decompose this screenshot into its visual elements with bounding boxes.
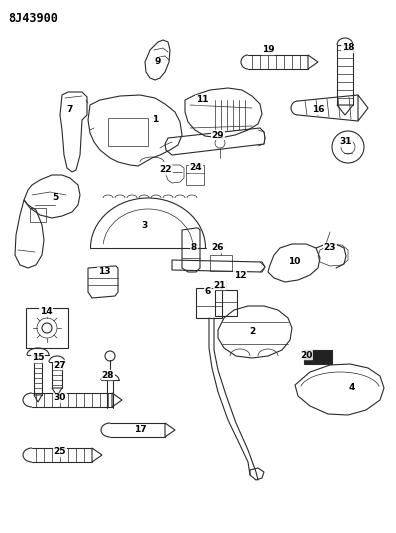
Text: 24: 24 bbox=[190, 164, 202, 173]
Text: 4: 4 bbox=[349, 384, 355, 392]
Text: 6: 6 bbox=[205, 287, 211, 296]
Text: 22: 22 bbox=[160, 166, 172, 174]
Text: 26: 26 bbox=[212, 244, 224, 253]
Text: 8J43900: 8J43900 bbox=[8, 12, 58, 25]
Text: 30: 30 bbox=[54, 393, 66, 402]
Text: 18: 18 bbox=[342, 44, 354, 52]
Text: 11: 11 bbox=[196, 95, 208, 104]
Text: 8: 8 bbox=[191, 244, 197, 253]
Text: 21: 21 bbox=[214, 280, 226, 289]
Text: 29: 29 bbox=[212, 131, 224, 140]
Text: 7: 7 bbox=[67, 106, 73, 115]
Bar bbox=[196, 288, 222, 318]
Bar bbox=[26, 308, 68, 348]
Text: 10: 10 bbox=[288, 257, 300, 266]
Bar bbox=[304, 350, 332, 364]
Text: 13: 13 bbox=[98, 268, 110, 277]
Text: 5: 5 bbox=[52, 193, 58, 203]
Text: 1: 1 bbox=[152, 116, 158, 125]
Text: 16: 16 bbox=[312, 106, 324, 115]
Bar bbox=[30, 208, 46, 222]
Bar bbox=[108, 118, 148, 146]
Text: 25: 25 bbox=[54, 448, 66, 456]
Text: 15: 15 bbox=[32, 353, 44, 362]
Bar bbox=[215, 290, 237, 316]
Text: 9: 9 bbox=[155, 58, 161, 67]
Bar bbox=[210, 255, 232, 271]
Text: 23: 23 bbox=[324, 244, 336, 253]
Text: 31: 31 bbox=[340, 138, 352, 147]
Bar bbox=[186, 165, 204, 185]
Text: 28: 28 bbox=[102, 370, 114, 379]
Text: 19: 19 bbox=[262, 45, 274, 54]
Text: 27: 27 bbox=[54, 360, 66, 369]
Text: 2: 2 bbox=[249, 327, 255, 336]
Text: 12: 12 bbox=[234, 271, 246, 279]
Text: 17: 17 bbox=[134, 425, 146, 434]
Text: 20: 20 bbox=[300, 351, 312, 359]
Text: 14: 14 bbox=[40, 308, 52, 317]
Text: 3: 3 bbox=[142, 221, 148, 230]
